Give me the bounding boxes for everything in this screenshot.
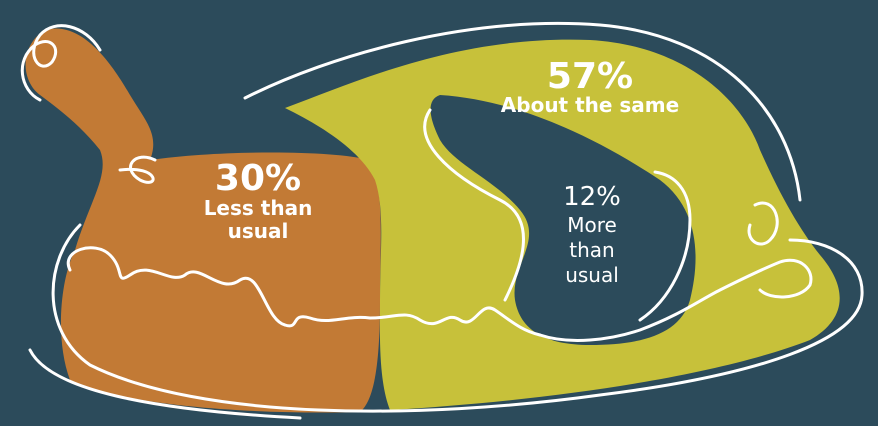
label-less-than-usual: 30% Less than usual: [204, 158, 313, 243]
label-about-the-same: 57% About the same: [501, 56, 679, 117]
more-line2: than: [569, 238, 614, 262]
less-line2: usual: [228, 219, 289, 243]
more-percent: 12%: [563, 182, 621, 212]
less-line1: Less than: [204, 196, 313, 220]
same-percent: 57%: [547, 56, 633, 97]
same-line1: About the same: [501, 93, 679, 117]
more-line1: More: [567, 213, 617, 237]
slice-more-than-usual: [430, 95, 696, 345]
less-percent: 30%: [215, 158, 301, 199]
slice-less-than-usual: [25, 28, 381, 413]
label-more-than-usual: 12% More than usual: [563, 182, 621, 287]
more-line3: usual: [565, 263, 619, 287]
outline-strokes: [20, 21, 864, 420]
